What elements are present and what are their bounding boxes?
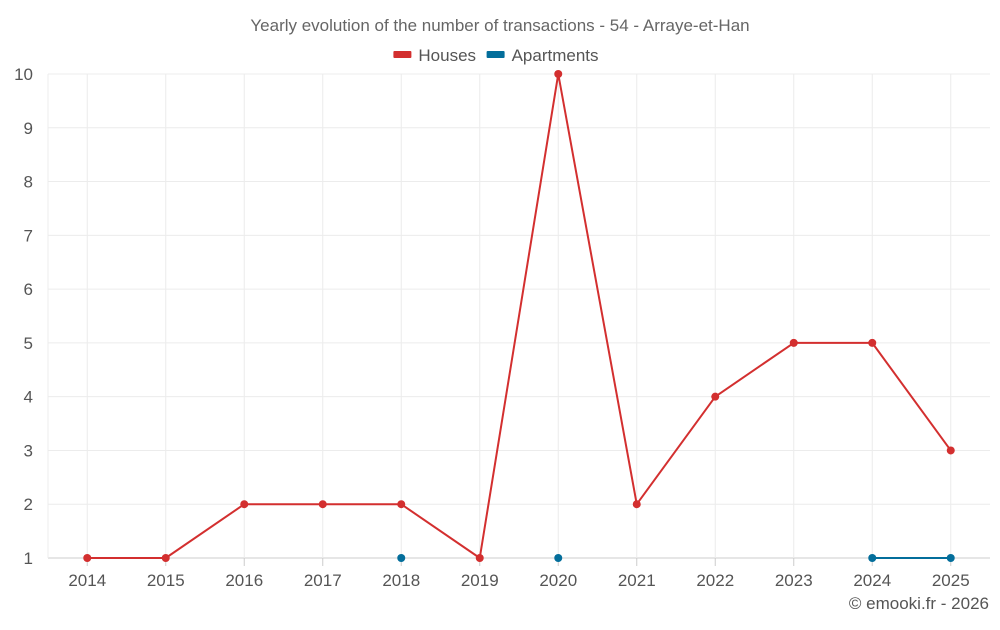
y-tick-label: 9 (24, 119, 33, 138)
x-tick-label: 2016 (225, 571, 263, 590)
legend-swatch (393, 51, 412, 58)
credit-text[interactable]: © emooki.fr - 2026 (849, 594, 989, 613)
x-tick-label: 2018 (382, 571, 420, 590)
data-point-houses[interactable] (554, 70, 563, 78)
axes: 1 2 3 4 5 6 7 8 9 10 2014 2015 2016 2017 2018 2019 2020 2… (14, 65, 970, 590)
legend-label: Houses (418, 46, 476, 65)
chart-title: Yearly evolution of the number of transa… (250, 16, 749, 35)
x-tick-label: 2025 (932, 571, 970, 590)
legend-swatch (486, 51, 505, 58)
data-point-houses[interactable] (711, 392, 720, 401)
data-point-houses[interactable] (240, 500, 249, 509)
y-tick-label: 1 (24, 549, 33, 568)
data-point-houses[interactable] (475, 554, 484, 562)
data-point-houses[interactable] (318, 500, 327, 509)
y-tick-label: 4 (24, 388, 33, 407)
data-point-houses[interactable] (161, 554, 170, 562)
y-tick-label: 5 (24, 334, 33, 353)
series-houses (83, 70, 955, 562)
grid (48, 73, 990, 559)
x-tick-label: 2014 (68, 571, 106, 590)
x-tick-label: 2024 (853, 571, 891, 590)
y-tick-label: 8 (24, 173, 33, 192)
series-line-houses (87, 73, 952, 559)
data-point-apartments[interactable] (554, 554, 563, 562)
x-tick-label: 2020 (539, 571, 577, 590)
y-tick-label: 2 (24, 495, 33, 514)
x-tick-label: 2017 (304, 571, 342, 590)
data-point-houses[interactable] (789, 338, 798, 347)
x-tick-label: 2022 (696, 571, 734, 590)
legend-item-apartments[interactable]: Apartments (486, 46, 599, 65)
legend-label: Apartments (512, 46, 599, 65)
data-point-apartments[interactable] (397, 554, 406, 562)
data-point-houses[interactable] (868, 338, 877, 347)
data-point-houses[interactable] (83, 554, 92, 562)
legend-item-houses[interactable]: Houses (393, 46, 476, 65)
data-point-apartments[interactable] (868, 554, 877, 562)
legend: Houses Apartments (393, 46, 599, 65)
data-point-houses[interactable] (397, 500, 406, 509)
y-tick-label: 3 (24, 441, 33, 460)
data-point-houses[interactable] (632, 500, 641, 509)
series-apartments (397, 554, 955, 562)
x-tick-label: 2023 (775, 571, 813, 590)
x-tick-label: 2021 (618, 571, 656, 590)
series-layer (83, 70, 955, 562)
x-tick-label: 2015 (147, 571, 185, 590)
x-tick-label: 2019 (461, 571, 499, 590)
y-tick-label: 7 (24, 226, 33, 245)
y-tick-label: 10 (14, 65, 33, 84)
data-point-apartments[interactable] (946, 554, 955, 562)
y-tick-label: 6 (24, 280, 33, 299)
data-point-houses[interactable] (946, 446, 955, 455)
